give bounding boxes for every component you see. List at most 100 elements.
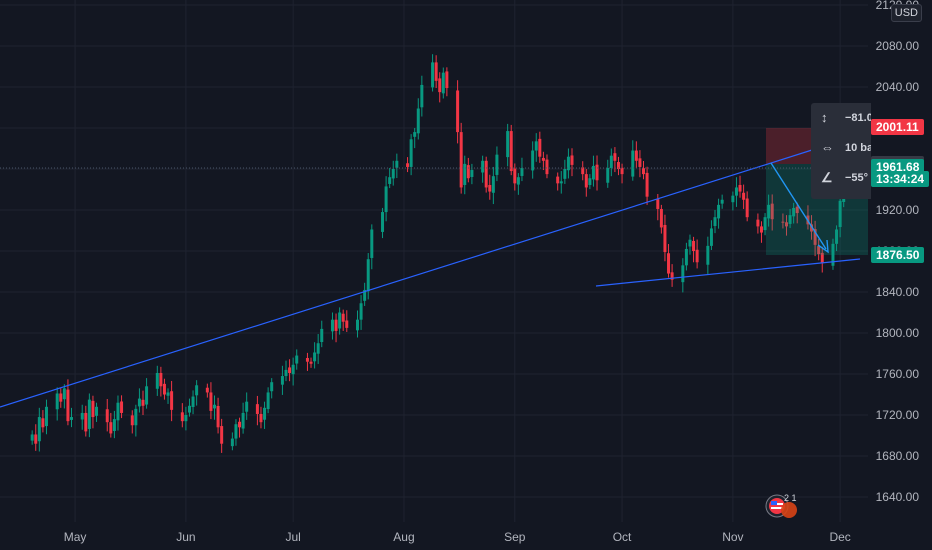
price-axis-label: 2080.00 — [876, 39, 920, 53]
candle-body — [709, 228, 713, 246]
candle-body — [767, 204, 771, 219]
currency-button[interactable]: USD — [890, 4, 922, 22]
price-tag: 1876.50 — [871, 246, 925, 263]
candle-body — [159, 372, 163, 387]
candle-body — [334, 319, 338, 331]
candle-body — [463, 163, 467, 185]
candle-body — [559, 181, 563, 184]
candle-body — [145, 386, 149, 405]
candle-body — [291, 364, 295, 375]
candle-body — [581, 167, 585, 175]
candle-body — [645, 172, 649, 197]
time-axis-label: Nov — [722, 530, 743, 544]
candle-body — [166, 392, 170, 396]
candle-body — [87, 399, 91, 429]
candle-body — [513, 168, 517, 184]
price-axis-label: 1760.00 — [876, 367, 920, 381]
candle-body — [663, 224, 667, 253]
candle-body — [595, 164, 599, 181]
price-axis-label: 2040.00 — [876, 80, 920, 94]
candle-body — [109, 422, 113, 434]
candle-body — [688, 239, 692, 247]
candle-body — [456, 90, 460, 133]
candle-body — [616, 162, 620, 169]
candle-body — [466, 165, 470, 179]
candle-body — [70, 417, 73, 420]
events-badge[interactable]: 2 1 — [764, 493, 802, 519]
candle-body — [706, 245, 710, 265]
candle-body — [642, 168, 645, 175]
candle-body — [563, 169, 567, 179]
candle-body — [288, 367, 292, 373]
candle-body — [720, 199, 724, 204]
price-tag: 13:34:24 — [871, 170, 930, 187]
candle-body — [745, 198, 749, 218]
candle-body — [813, 229, 817, 245]
candle-body — [445, 71, 449, 89]
candle-body — [130, 415, 134, 426]
time-axis-label: Jul — [285, 530, 300, 544]
candle-body — [591, 165, 595, 180]
candle-body — [309, 361, 313, 364]
candle-body — [341, 313, 345, 322]
candle-body — [363, 289, 367, 301]
candle-body — [406, 163, 410, 167]
candle-body — [416, 108, 420, 134]
projection-arrow[interactable] — [770, 162, 827, 250]
candle-body — [120, 401, 124, 413]
candle-body — [84, 412, 88, 432]
candle-body — [785, 222, 788, 227]
candle-body — [180, 412, 184, 422]
candle-body — [656, 199, 660, 209]
candle-body — [491, 176, 495, 193]
candle-body — [280, 376, 284, 385]
candle-body — [781, 221, 785, 223]
candle-body — [692, 240, 696, 251]
candle-body — [495, 154, 499, 175]
time-axis[interactable]: May Jun Jul Aug Sep Oct Nov Dec — [64, 530, 851, 544]
angle-icon: ∠ — [821, 170, 833, 185]
candle-body — [59, 393, 63, 402]
candle-body — [684, 248, 688, 266]
candle-body — [541, 157, 545, 161]
trendline-support[interactable] — [595, 258, 861, 287]
candle-body — [105, 409, 109, 423]
measure-price-row: ↕ −81.0 — [811, 109, 871, 129]
candle-body — [459, 132, 463, 188]
candle-body — [470, 170, 474, 177]
candle-body — [820, 252, 824, 264]
candle-body — [488, 184, 492, 192]
candle-body — [213, 404, 216, 409]
candle-body — [220, 426, 224, 444]
candle-body — [134, 408, 138, 426]
trendline-main[interactable] — [0, 149, 813, 408]
candle-body — [631, 150, 635, 177]
price-axis-label: 1720.00 — [876, 408, 920, 422]
candle-body — [609, 155, 613, 168]
candle-body — [34, 434, 38, 444]
candle-body — [395, 160, 399, 168]
candle-body — [516, 177, 520, 185]
measure-tooltip: ↕ −81.0 ⇔ 10 ba ∠ −55° — [811, 103, 871, 199]
candle-body — [759, 226, 763, 233]
time-axis-label: May — [64, 530, 87, 544]
candle-body — [216, 405, 220, 428]
candle-body — [770, 203, 774, 220]
candle-body — [263, 407, 267, 420]
candle-body — [184, 415, 188, 422]
measure-bars-row: ⇔ 10 ba — [811, 139, 871, 159]
candle-body — [545, 159, 549, 175]
candle-body — [338, 312, 342, 329]
candle-body — [66, 389, 70, 422]
candle-body — [44, 406, 48, 427]
candle-body — [817, 246, 821, 255]
candle-body — [509, 131, 513, 172]
candle-body — [763, 217, 767, 231]
candle-body — [366, 259, 370, 292]
candle-body — [520, 167, 524, 176]
candle-body — [441, 72, 445, 94]
candle-body — [238, 421, 242, 428]
candle-body — [191, 396, 195, 408]
